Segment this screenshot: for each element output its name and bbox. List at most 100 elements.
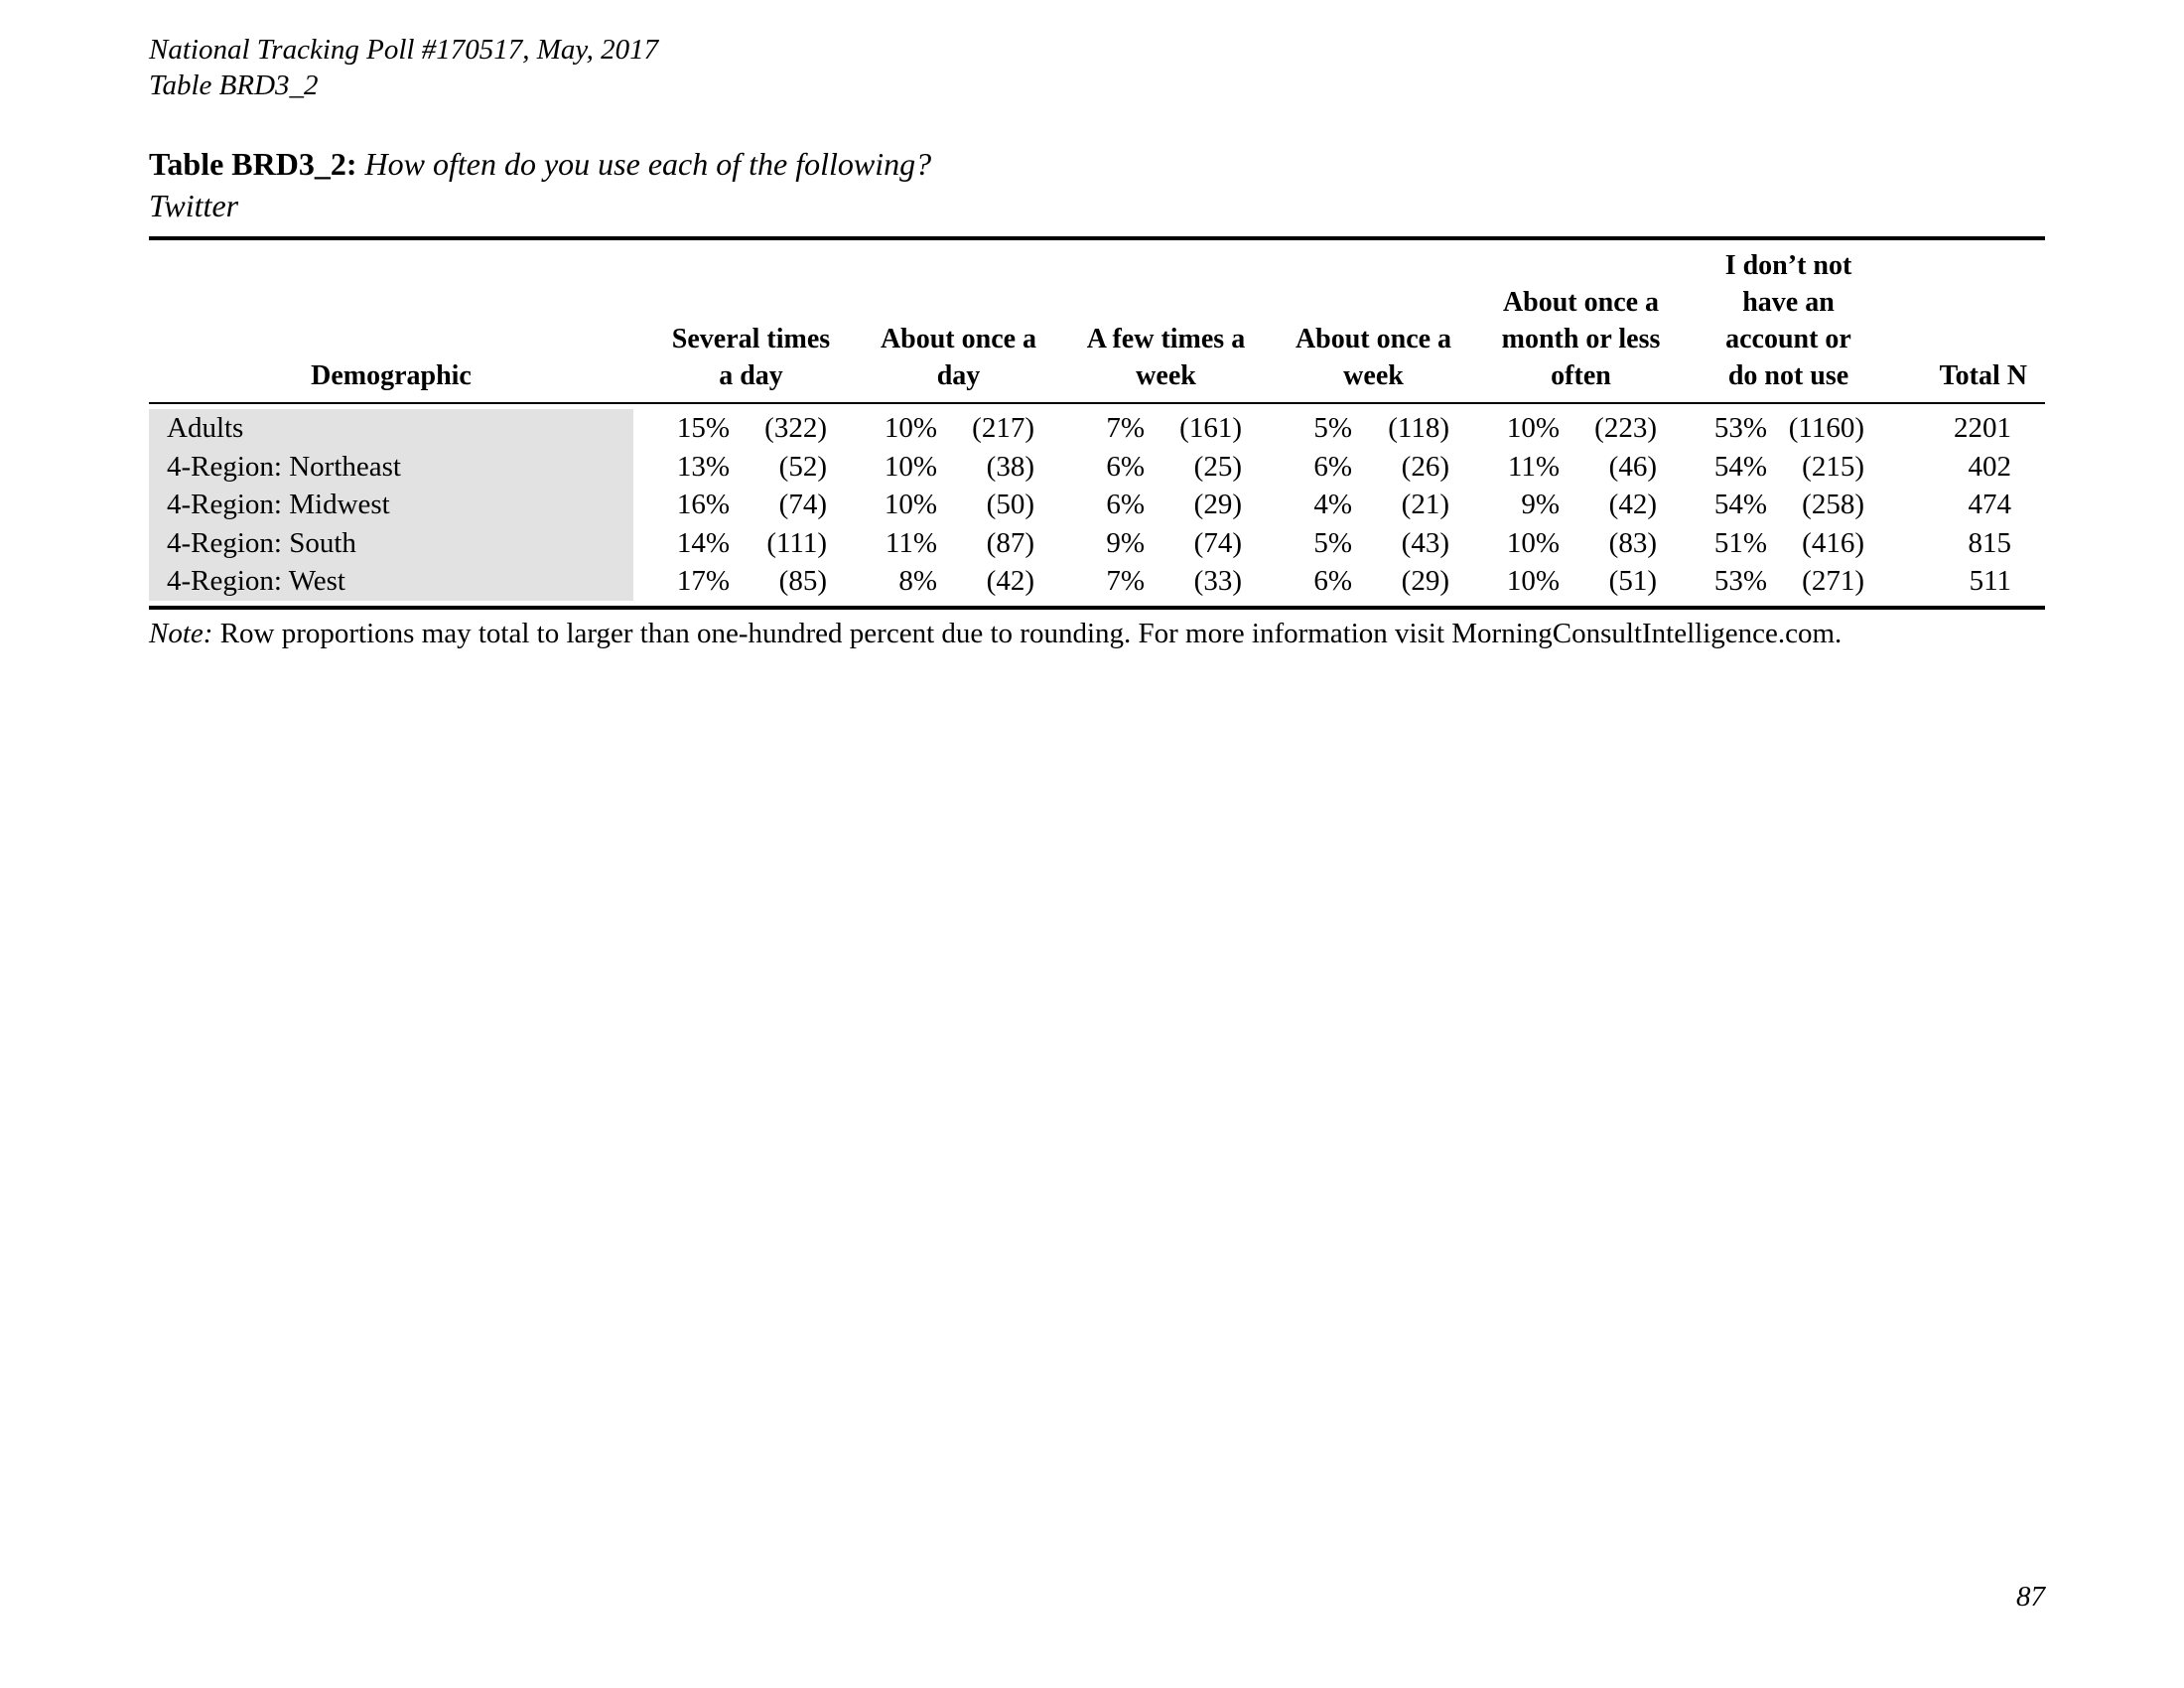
row-count: (46) [1608, 450, 1657, 483]
row-value-cell: 16% (74) [633, 486, 841, 524]
table-row: 4-Region: Midwest 16% (74) 10% (50) 6% (29) 4% (… [149, 486, 2045, 524]
row-value-cell: 10% (217) [841, 409, 1048, 448]
row-value-cell: 5% (118) [1256, 409, 1463, 448]
row-percent: 17% [676, 565, 730, 597]
row-value-cell: 6% (29) [1256, 562, 1463, 601]
row-value-cell: 7% (161) [1048, 409, 1256, 448]
row-percent: 9% [1521, 489, 1560, 520]
table-row: 4-Region: South 14% (111) 11% (87) 9% (74) 5% (4… [149, 523, 2045, 563]
row-percent: 53% [1713, 565, 1767, 597]
row-value-cell: 9% (42) [1463, 486, 1671, 524]
row-value-cell: 54% (215) [1671, 448, 1878, 487]
row-value-cell: 6% (29) [1048, 486, 1256, 524]
data-table: Demographic Several times a day About on… [149, 236, 2045, 610]
row-count: (42) [1608, 489, 1657, 520]
table-row: 4-Region: West 17% (85) 8% (42) 7% (33) 6% (29) 1… [149, 562, 2045, 601]
table-title-label: Table BRD3_2: [149, 146, 357, 182]
row-total: 815 [1968, 526, 2012, 559]
row-count: (29) [1193, 489, 1242, 520]
row-value-cell: 10% (223) [1463, 409, 1671, 448]
row-value-cell: 53% (1160) [1671, 409, 1878, 448]
table-header-row: Demographic Several times a day About on… [149, 240, 2045, 402]
table-header-rule [149, 402, 2045, 404]
row-value-cell: 14% (111) [633, 524, 841, 563]
row-value-cell: 5% (43) [1256, 524, 1463, 563]
table-row: Adults 15% (322) 10% (217) 7% (161) 5% (118) 10% (… [149, 409, 2045, 448]
row-count: (33) [1193, 565, 1242, 597]
row-value-cell: 11% (46) [1463, 448, 1671, 487]
row-count: (43) [1401, 526, 1449, 559]
table-reference: Table BRD3_2 [149, 70, 319, 101]
row-count: (111) [766, 526, 827, 559]
table-title: Table BRD3_2: How often do you use each … [149, 143, 2045, 185]
row-value-cell: 10% (50) [841, 486, 1048, 524]
row-count: (26) [1401, 450, 1449, 483]
row-value-cell: 6% (26) [1256, 448, 1463, 487]
row-count: (416) [1802, 526, 1864, 559]
row-percent: 10% [884, 450, 937, 483]
table-top-rule [149, 236, 2045, 240]
row-percent: 10% [1506, 412, 1560, 444]
row-value-cell: 6% (25) [1048, 448, 1256, 487]
row-percent: 10% [884, 412, 937, 444]
row-count: (87) [986, 526, 1034, 559]
row-count: (322) [764, 412, 827, 444]
row-count: (161) [1179, 412, 1242, 444]
row-count: (223) [1594, 412, 1657, 444]
row-total: 402 [1968, 450, 2012, 483]
row-percent: 6% [1313, 450, 1352, 483]
row-value-cell: 15% (322) [633, 409, 841, 448]
row-percent: 13% [676, 450, 730, 483]
row-percent: 8% [898, 565, 937, 597]
row-count: (118) [1388, 412, 1449, 444]
row-percent: 14% [676, 526, 730, 559]
row-demographic: 4-Region: Midwest [149, 486, 633, 524]
row-percent: 15% [676, 412, 730, 444]
row-percent: 6% [1106, 489, 1145, 520]
table-body: Adults 15% (322) 10% (217) 7% (161) 5% (118) 10% (… [149, 404, 2045, 606]
header-few-times-a-week: A few times a week [1086, 324, 1246, 391]
page-number: 87 [2016, 1581, 2045, 1613]
poll-name: National Tracking Poll #170517, May, 201… [149, 34, 659, 66]
row-percent: 7% [1106, 565, 1145, 597]
row-count: (271) [1802, 565, 1864, 597]
row-value-cell: 53% (271) [1671, 562, 1878, 601]
row-demographic: 4-Region: West [149, 562, 633, 601]
header-about-once-a-day: About once a day [880, 324, 1037, 391]
row-percent: 5% [1313, 412, 1352, 444]
header-total-n: Total N [1939, 360, 2027, 391]
row-percent: 11% [885, 526, 937, 559]
row-percent: 51% [1713, 526, 1767, 559]
row-count: (215) [1802, 450, 1864, 483]
row-value-cell: 10% (51) [1463, 562, 1671, 601]
row-value-cell: 10% (38) [841, 448, 1048, 487]
header-no-account: I don’t not have an account or do not us… [1724, 250, 1852, 391]
row-count: (21) [1401, 489, 1449, 520]
doc-header: National Tracking Poll #170517, May, 201… [149, 32, 2045, 103]
row-percent: 4% [1313, 489, 1352, 520]
row-percent: 6% [1106, 450, 1145, 483]
row-percent: 7% [1106, 412, 1145, 444]
row-count: (85) [778, 565, 827, 597]
row-percent: 54% [1713, 489, 1767, 520]
row-demographic: Adults [149, 409, 633, 448]
row-value-cell: 8% (42) [841, 562, 1048, 601]
row-total: 2201 [1954, 412, 2011, 444]
row-percent: 53% [1713, 412, 1767, 444]
row-percent: 10% [884, 489, 937, 520]
row-demographic: 4-Region: Northeast [149, 447, 633, 486]
row-count: (29) [1401, 565, 1449, 597]
row-percent: 11% [1507, 450, 1560, 483]
row-percent: 9% [1106, 526, 1145, 559]
table-bottom-rule [149, 605, 2045, 610]
row-value-cell: 9% (74) [1048, 524, 1256, 563]
row-total: 474 [1968, 489, 2012, 520]
row-percent: 5% [1313, 526, 1352, 559]
row-value-cell: 54% (258) [1671, 486, 1878, 524]
row-value-cell: 17% (85) [633, 562, 841, 601]
row-count: (74) [1193, 526, 1242, 559]
row-percent: 10% [1506, 565, 1560, 597]
row-value-cell: 11% (87) [841, 524, 1048, 563]
row-value-cell: 51% (416) [1671, 524, 1878, 563]
row-value-cell: 13% (52) [633, 448, 841, 487]
